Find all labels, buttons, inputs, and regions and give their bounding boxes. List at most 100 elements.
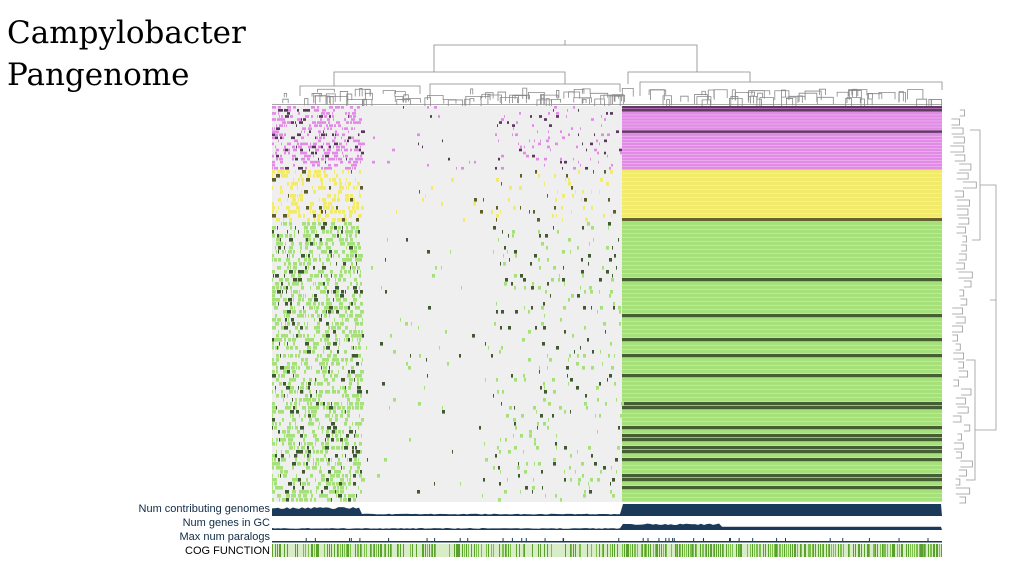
- dendro-twig: [750, 95, 754, 104]
- cell: [559, 274, 560, 278]
- cell: [283, 310, 287, 314]
- cell: [326, 362, 328, 366]
- cell: [329, 106, 331, 109]
- dendro-twig: [346, 99, 363, 106]
- cell: [338, 254, 340, 258]
- cell: [332, 386, 334, 390]
- cell: [547, 354, 548, 358]
- cell: [392, 148, 395, 152]
- cell: [350, 250, 353, 254]
- cell: [316, 490, 317, 494]
- cell: [307, 482, 310, 486]
- cell: [340, 386, 341, 390]
- cell: [351, 136, 354, 140]
- cell: [317, 322, 320, 326]
- cell: [332, 242, 334, 246]
- cell: [515, 426, 517, 430]
- cell: [327, 462, 330, 466]
- cell: [318, 302, 320, 306]
- cell: [303, 109, 307, 112]
- cell: [501, 154, 504, 158]
- cell: [298, 214, 301, 218]
- cell: [324, 151, 328, 155]
- dendro-twig: [774, 90, 790, 101]
- dendro-twig: [497, 91, 507, 102]
- cell: [281, 458, 285, 462]
- dendro-twig: [522, 87, 528, 99]
- cell: [338, 121, 340, 124]
- dendro-twig: [612, 94, 624, 105]
- cell: [350, 474, 351, 478]
- paralog-spike: [426, 538, 428, 541]
- cell: [544, 118, 547, 121]
- cell: [597, 151, 599, 155]
- cell: [332, 206, 334, 210]
- cog-stripe: [412, 544, 413, 557]
- core-dark-row: [622, 109, 942, 112]
- cell: [511, 374, 513, 378]
- cell: [358, 142, 361, 146]
- cell: [272, 166, 273, 170]
- cell: [497, 446, 499, 450]
- cell: [311, 151, 314, 155]
- dendro-twig: [649, 89, 665, 101]
- cell: [451, 178, 454, 182]
- dendro-twig: [707, 89, 715, 100]
- cell: [312, 466, 314, 470]
- cell: [311, 106, 315, 109]
- cell: [310, 210, 311, 214]
- cell: [447, 362, 449, 366]
- cell: [345, 112, 347, 115]
- paralog-spike: [829, 538, 831, 541]
- cell: [291, 274, 294, 278]
- cell: [357, 386, 361, 390]
- dendro-twig: [928, 99, 932, 106]
- cell: [599, 190, 600, 194]
- cog-stripe: [488, 544, 489, 557]
- cell: [335, 490, 336, 494]
- cell: [441, 202, 443, 206]
- cell: [348, 115, 349, 118]
- cell: [296, 145, 297, 149]
- cell: [613, 210, 616, 214]
- core-dark-row: [622, 474, 942, 478]
- cell: [343, 154, 344, 158]
- cog-stripe: [831, 544, 832, 557]
- cell: [308, 258, 311, 262]
- cell: [562, 278, 565, 282]
- cell: [535, 326, 537, 330]
- cell: [324, 115, 327, 118]
- cog-stripe: [726, 544, 727, 557]
- dendro-twig: [573, 97, 592, 103]
- cell: [325, 214, 329, 218]
- cog-stripe: [723, 544, 724, 557]
- cell: [347, 478, 348, 482]
- cog-stripe: [750, 544, 751, 557]
- cell: [295, 374, 299, 378]
- cell: [328, 370, 330, 374]
- right-dendro-twig: [955, 397, 966, 405]
- cell: [277, 346, 278, 350]
- cell: [272, 154, 274, 158]
- cell: [291, 182, 293, 186]
- right-dendro-twig: [959, 496, 967, 504]
- cog-stripe: [628, 544, 629, 557]
- cell: [544, 157, 547, 161]
- cog-stripe: [347, 544, 348, 557]
- paralog-spike: [521, 538, 523, 541]
- cog-stripe: [695, 544, 696, 557]
- row-separator: [622, 173, 942, 174]
- cell: [525, 486, 528, 490]
- cog-stripe: [874, 544, 875, 557]
- cell: [341, 106, 344, 109]
- cell: [272, 406, 276, 410]
- cell: [287, 230, 288, 234]
- cell: [531, 286, 534, 290]
- cell: [348, 136, 351, 140]
- cell: [361, 478, 365, 482]
- cell: [276, 394, 279, 398]
- row-separator: [622, 345, 942, 346]
- cell: [608, 198, 610, 202]
- cell: [282, 438, 286, 442]
- dendro-twig: [582, 98, 587, 103]
